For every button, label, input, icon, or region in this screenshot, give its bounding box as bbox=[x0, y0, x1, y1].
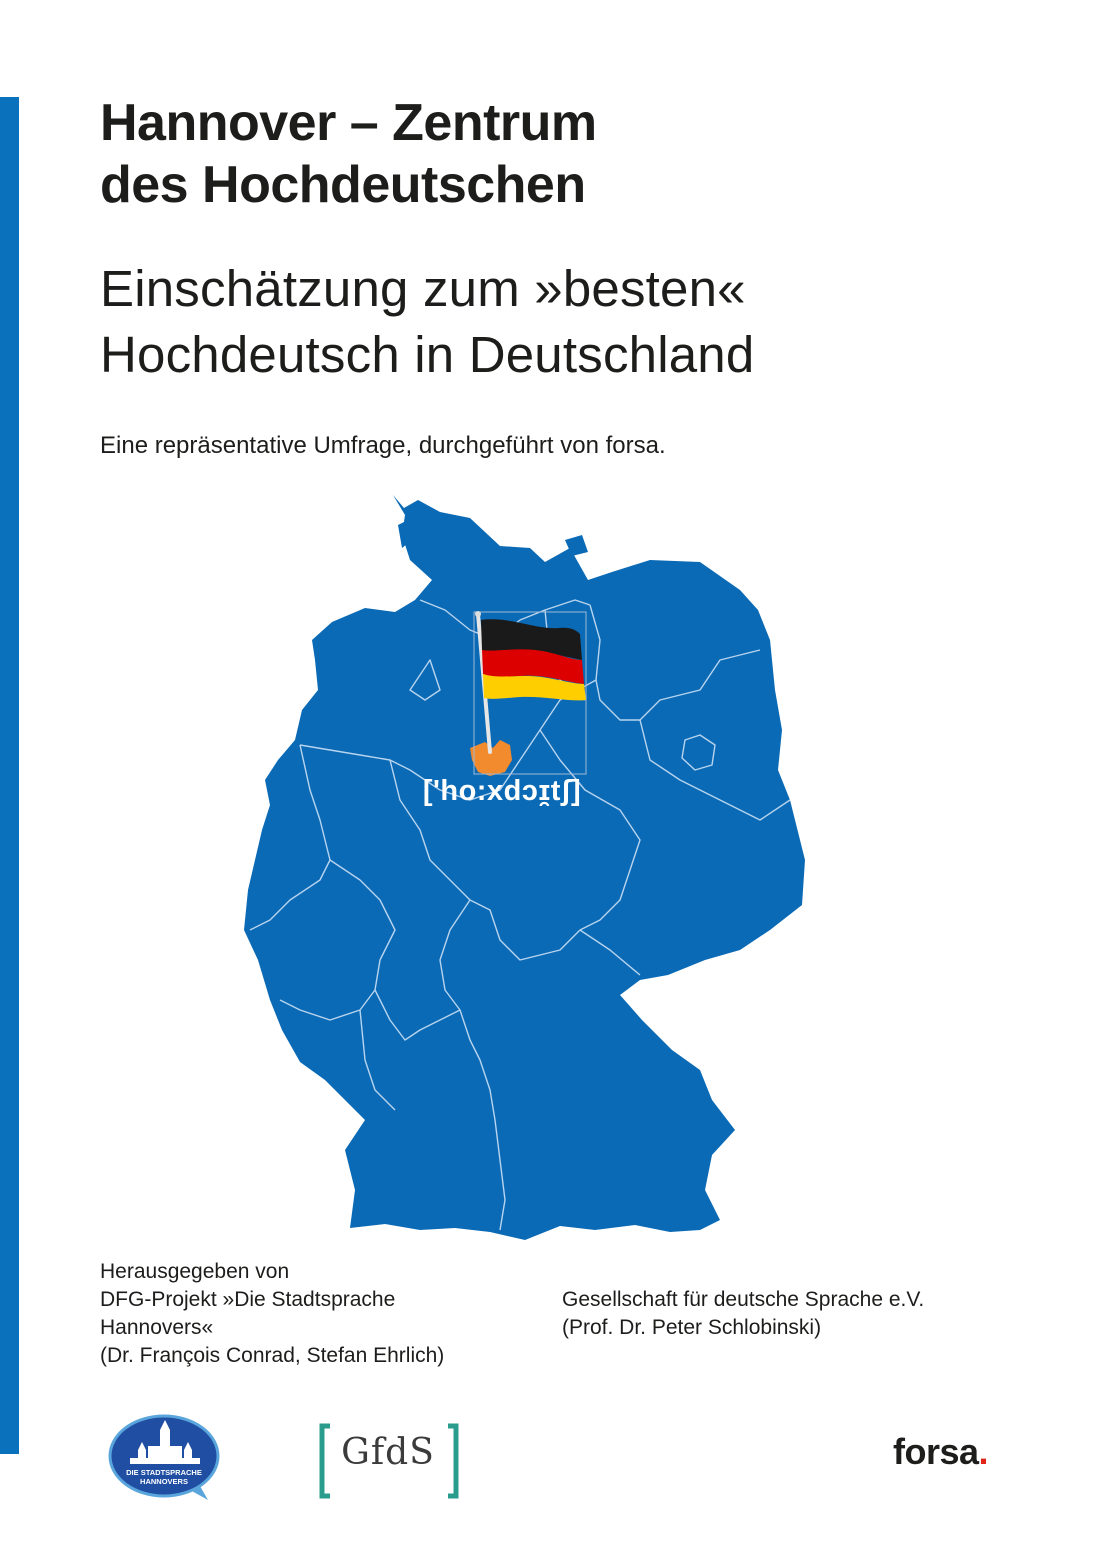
gfds-credit-line-1: Gesellschaft für deutsche Sprache e.V. bbox=[562, 1288, 925, 1311]
editors-line-3: Hannovers« bbox=[100, 1316, 214, 1339]
stadtsprache-line-1: DIE STADTSPRACHE bbox=[126, 1468, 202, 1477]
cover-subtitle: Einschätzung zum »besten« Hochdeutsch in… bbox=[100, 256, 754, 388]
north-island-1 bbox=[398, 520, 412, 548]
germany-outline bbox=[244, 495, 805, 1240]
flag-stripe-gold bbox=[483, 674, 586, 701]
editors-line-2: DFG-Projekt »Die Stadtsprache bbox=[100, 1288, 396, 1311]
editors-line-4: (Dr. François Conrad, Stefan Ehrlich) bbox=[100, 1344, 445, 1367]
bracket-icon bbox=[319, 1423, 459, 1499]
flag-frame bbox=[473, 611, 587, 775]
accent-side-bar bbox=[0, 97, 19, 1454]
forsa-logo: forsa. bbox=[893, 1431, 989, 1473]
title-line-1: Hannover – Zentrum bbox=[100, 94, 597, 152]
intro-text: Eine repräsentative Umfrage, durchgeführ… bbox=[100, 432, 666, 459]
forsa-dot: . bbox=[978, 1431, 989, 1472]
cover-title: Hannover – Zentrum des Hochdeutschen bbox=[100, 92, 597, 216]
stadtsprache-logo-text: DIE STADTSPRACHE HANNOVERS bbox=[108, 1468, 220, 1486]
stadtsprache-logo: DIE STADTSPRACHE HANNOVERS bbox=[108, 1412, 226, 1502]
speech-bubble-icon bbox=[108, 1414, 220, 1500]
flag-stripe-black bbox=[481, 619, 582, 660]
gfds-credit: Gesellschaft für deutsche Sprache e.V. (… bbox=[562, 1286, 924, 1342]
phonetic-transcription: ['ho:xdɔɪ̯tʃ] bbox=[422, 775, 582, 807]
gfds-credit-line-2: (Prof. Dr. Peter Schlobinski) bbox=[562, 1316, 822, 1339]
baltic-island bbox=[565, 535, 588, 556]
title-line-2: des Hochdeutschen bbox=[100, 156, 586, 214]
state-borders bbox=[249, 599, 791, 1231]
editors-credit: Herausgegeben von DFG-Projekt »Die Stadt… bbox=[100, 1258, 444, 1370]
north-island-2 bbox=[340, 612, 366, 628]
flag-stripe-red bbox=[482, 649, 584, 684]
gfds-logo: GfdS bbox=[318, 1422, 460, 1500]
hannover-region bbox=[470, 740, 512, 776]
editors-line-1: Herausgegeben von bbox=[100, 1260, 290, 1283]
subtitle-line-1: Einschätzung zum »besten« bbox=[100, 260, 746, 317]
forsa-wordmark: forsa bbox=[893, 1431, 979, 1472]
stadtsprache-line-2: HANNOVERS bbox=[140, 1477, 188, 1486]
subtitle-line-2: Hochdeutsch in Deutschland bbox=[100, 326, 755, 383]
gfds-wordmark: GfdS bbox=[341, 1432, 435, 1473]
